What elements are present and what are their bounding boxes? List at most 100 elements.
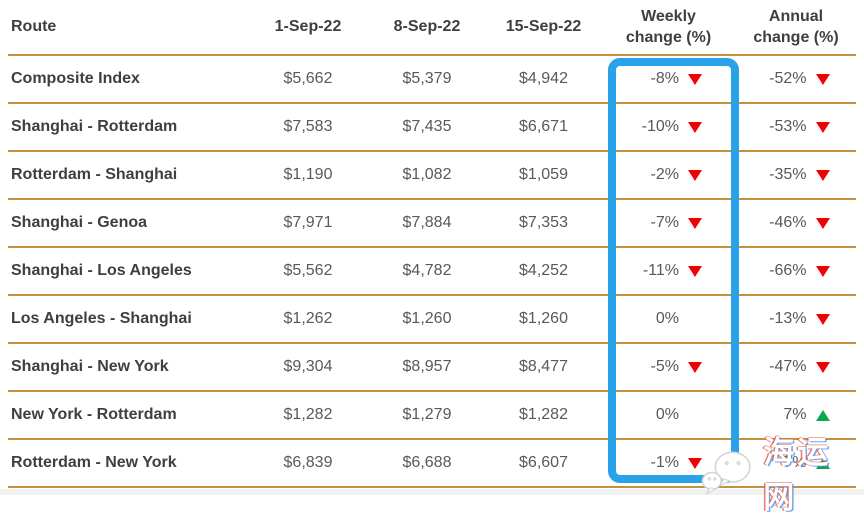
table-row: Rotterdam - Shanghai $1,190 $1,082 $1,05… [8,152,856,200]
annual-change-cell: 7% [736,440,856,486]
route-label: Shanghai - Genoa [11,214,148,231]
table-row: New York - Rotterdam $1,282 $1,279 $1,28… [8,392,856,440]
route-cell: Shanghai - New York [8,344,248,390]
bottom-strip [0,489,864,495]
price-cell-2: $4,782 [368,248,486,294]
weekly-change-value: -1% [650,454,679,471]
price-value: $1,260 [402,310,452,327]
annual-change-value: -46% [769,214,807,231]
column-header-route: Route [11,18,57,35]
weekly-change-value: -7% [650,214,679,231]
price-value: $7,583 [283,118,333,135]
route-label: Rotterdam - New York [11,454,177,471]
price-value: $8,957 [402,358,452,375]
route-label: Rotterdam - Shanghai [11,166,178,183]
price-cell-1: $5,662 [248,56,368,102]
annual-change-value: -35% [769,166,807,183]
annual-change-value: -52% [769,70,807,87]
weekly-change-cell: -11% [601,248,736,294]
column-header-date-1: 1-Sep-22 [274,18,342,35]
price-cell-2: $7,435 [368,104,486,150]
weekly-down-triangle-icon [688,457,702,469]
weekly-change-value: 0% [655,310,679,327]
annual-change-value: -66% [769,262,807,279]
price-cell-2: $8,957 [368,344,486,390]
table-row: Shanghai - Rotterdam $7,583 $7,435 $6,67… [8,104,856,152]
route-label: Shanghai - Rotterdam [11,118,178,135]
price-cell-3: $6,671 [486,104,601,150]
annual-change-cell: -47% [736,344,856,390]
price-value: $6,839 [283,454,333,471]
weekly-header-line2: change (%) [625,29,712,46]
price-value: $5,662 [283,70,333,87]
weekly-down-triangle-icon [688,169,702,181]
price-value: $1,059 [519,166,568,183]
price-value: $5,562 [283,262,333,279]
annual-change-value: -13% [769,310,807,327]
weekly-change-value: -10% [641,118,679,135]
price-value: $4,252 [519,262,568,279]
price-cell-1: $9,304 [248,344,368,390]
price-cell-2: $1,260 [368,296,486,342]
table-row: Shanghai - Genoa $7,971 $7,884 $7,353 -7… [8,200,856,248]
price-value: $1,262 [283,310,333,327]
annual-down-triangle-icon [815,361,830,373]
annual-down-triangle-icon [815,121,830,133]
column-header-date-2: 8-Sep-22 [393,18,461,35]
price-value: $1,260 [519,310,568,327]
annual-change-cell: -66% [736,248,856,294]
column-header-date-3: 15-Sep-22 [505,18,582,35]
annual-down-triangle-icon [815,265,830,277]
route-cell: Los Angeles - Shanghai [8,296,248,342]
freight-rate-table: Route 1-Sep-22 8-Sep-22 15-Sep-22 Weekly… [8,0,856,488]
price-cell-2: $5,379 [368,56,486,102]
price-value: $1,082 [402,166,452,183]
price-cell-2: $6,688 [368,440,486,486]
annual-change-value: -53% [769,118,807,135]
weekly-change-cell: -1% [601,440,736,486]
table-header-row: Route 1-Sep-22 8-Sep-22 15-Sep-22 Weekly… [8,0,856,56]
annual-down-triangle-icon [815,73,830,85]
price-value: $6,688 [402,454,452,471]
price-value: $4,782 [402,262,452,279]
table-row: Shanghai - Los Angeles $5,562 $4,782 $4,… [8,248,856,296]
annual-change-cell: -52% [736,56,856,102]
price-cell-3: $1,059 [486,152,601,198]
price-value: $7,435 [402,118,452,135]
route-label: Shanghai - New York [11,358,169,375]
annual-down-triangle-icon [815,169,830,181]
table-row: Composite Index $5,662 $5,379 $4,942 -8%… [8,56,856,104]
price-value: $6,671 [519,118,568,135]
weekly-down-triangle-icon [688,217,702,229]
price-cell-1: $1,190 [248,152,368,198]
weekly-change-cell: -2% [601,152,736,198]
price-cell-3: $8,477 [486,344,601,390]
price-cell-3: $4,942 [486,56,601,102]
route-cell: Shanghai - Genoa [8,200,248,246]
price-cell-3: $1,260 [486,296,601,342]
weekly-change-value: 0% [655,406,679,423]
price-value: $8,477 [519,358,568,375]
annual-change-value: 7% [783,454,807,471]
table-body: Composite Index $5,662 $5,379 $4,942 -8%… [8,56,856,488]
annual-change-cell: -35% [736,152,856,198]
weekly-change-value: -5% [650,358,679,375]
price-cell-2: $1,279 [368,392,486,438]
price-cell-1: $1,282 [248,392,368,438]
annual-change-value: -47% [769,358,807,375]
route-cell: Rotterdam - Shanghai [8,152,248,198]
annual-change-cell: -13% [736,296,856,342]
price-value: $1,279 [402,406,452,423]
price-cell-1: $1,262 [248,296,368,342]
price-cell-1: $5,562 [248,248,368,294]
weekly-change-value: -11% [642,262,679,279]
weekly-down-triangle-icon [688,361,702,373]
route-cell: New York - Rotterdam [8,392,248,438]
annual-down-triangle-icon [815,313,830,325]
price-value: $9,304 [283,358,333,375]
weekly-change-cell: -8% [601,56,736,102]
annual-header-line1: Annual [768,8,824,25]
annual-up-triangle-icon [815,409,830,421]
route-cell: Rotterdam - New York [8,440,248,486]
weekly-down-triangle-icon [688,265,702,277]
